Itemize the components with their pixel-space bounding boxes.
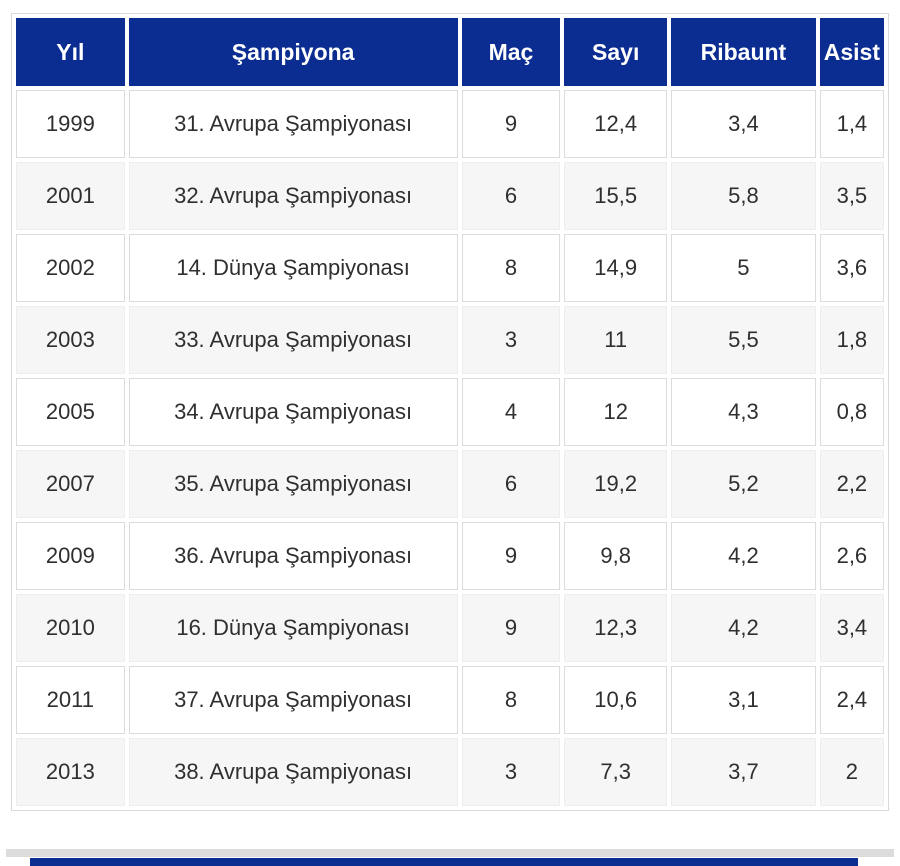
cell-ribaunt: 5,8 xyxy=(671,162,816,230)
cell-sayi: 14,9 xyxy=(564,234,668,302)
cell-mac: 8 xyxy=(461,234,561,302)
cell-sampiyona: 35. Avrupa Şampiyonası xyxy=(128,450,458,518)
cell-asist: 2,4 xyxy=(819,666,884,734)
cell-sayi: 11 xyxy=(564,306,668,374)
cell-sayi: 12,3 xyxy=(564,594,668,662)
cell-yil: 2001 xyxy=(16,162,125,230)
cell-ribaunt: 5,2 xyxy=(671,450,816,518)
cell-yil: 2003 xyxy=(16,306,125,374)
table-row: 2003 33. Avrupa Şampiyonası 3 11 5,5 1,8 xyxy=(16,306,884,374)
table-bottom-border xyxy=(6,849,894,857)
cell-yil: 1999 xyxy=(16,90,125,158)
cell-sayi: 9,8 xyxy=(564,522,668,590)
cell-sampiyona: 33. Avrupa Şampiyonası xyxy=(128,306,458,374)
cell-yil: 2009 xyxy=(16,522,125,590)
cell-yil: 2010 xyxy=(16,594,125,662)
column-header-mac: Maç xyxy=(461,18,561,86)
cell-ribaunt: 4,2 xyxy=(671,522,816,590)
table-row: 2009 36. Avrupa Şampiyonası 9 9,8 4,2 2,6 xyxy=(16,522,884,590)
table-row: 2013 38. Avrupa Şampiyonası 3 7,3 3,7 2 xyxy=(16,738,884,806)
cell-asist: 3,4 xyxy=(819,594,884,662)
cell-sampiyona: 32. Avrupa Şampiyonası xyxy=(128,162,458,230)
cell-asist: 1,4 xyxy=(819,90,884,158)
cell-asist: 2,6 xyxy=(819,522,884,590)
cell-sayi: 19,2 xyxy=(564,450,668,518)
header-row: Yıl Şampiyona Maç Sayı Ribaunt Asist xyxy=(16,18,884,86)
cell-sayi: 7,3 xyxy=(564,738,668,806)
table-row: 1999 31. Avrupa Şampiyonası 9 12,4 3,4 1,4 xyxy=(16,90,884,158)
table-row: 2001 32. Avrupa Şampiyonası 6 15,5 5,8 3,5 xyxy=(16,162,884,230)
table-row: 2007 35. Avrupa Şampiyonası 6 19,2 5,2 2,2 xyxy=(16,450,884,518)
cell-sayi: 12,4 xyxy=(564,90,668,158)
cell-mac: 9 xyxy=(461,594,561,662)
cell-yil: 2011 xyxy=(16,666,125,734)
cell-ribaunt: 3,7 xyxy=(671,738,816,806)
cell-mac: 8 xyxy=(461,666,561,734)
column-header-sayi: Sayı xyxy=(564,18,668,86)
table-body: 1999 31. Avrupa Şampiyonası 9 12,4 3,4 1,4 200… xyxy=(16,90,884,806)
cell-sayi: 12 xyxy=(564,378,668,446)
column-header-sampiyona: Şampiyona xyxy=(128,18,458,86)
cell-asist: 2,2 xyxy=(819,450,884,518)
cell-asist: 2 xyxy=(819,738,884,806)
cell-ribaunt: 3,4 xyxy=(671,90,816,158)
cell-mac: 9 xyxy=(461,522,561,590)
cell-mac: 6 xyxy=(461,162,561,230)
cell-yil: 2002 xyxy=(16,234,125,302)
table-row: 2002 14. Dünya Şampiyonası 8 14,9 5 3,6 xyxy=(16,234,884,302)
stats-table: Yıl Şampiyona Maç Sayı Ribaunt Asist 1999 31. … xyxy=(11,13,889,811)
cell-mac: 9 xyxy=(461,90,561,158)
cell-yil: 2013 xyxy=(16,738,125,806)
table-row: 2005 34. Avrupa Şampiyonası 4 12 4,3 0,8 xyxy=(16,378,884,446)
cell-asist: 0,8 xyxy=(819,378,884,446)
table-row: 2011 37. Avrupa Şampiyonası 8 10,6 3,1 2,4 xyxy=(16,666,884,734)
cell-sampiyona: 31. Avrupa Şampiyonası xyxy=(128,90,458,158)
cell-mac: 4 xyxy=(461,378,561,446)
cell-sampiyona: 36. Avrupa Şampiyonası xyxy=(128,522,458,590)
table-row: 2010 16. Dünya Şampiyonası 9 12,3 4,2 3,4 xyxy=(16,594,884,662)
cell-yil: 2007 xyxy=(16,450,125,518)
cell-sampiyona: 37. Avrupa Şampiyonası xyxy=(128,666,458,734)
column-header-asist: Asist xyxy=(819,18,884,86)
cell-asist: 3,5 xyxy=(819,162,884,230)
column-header-ribaunt: Ribaunt xyxy=(671,18,816,86)
column-header-yil: Yıl xyxy=(16,18,125,86)
cell-yil: 2005 xyxy=(16,378,125,446)
cell-ribaunt: 4,2 xyxy=(671,594,816,662)
cell-ribaunt: 4,3 xyxy=(671,378,816,446)
cell-ribaunt: 3,1 xyxy=(671,666,816,734)
table-header: Yıl Şampiyona Maç Sayı Ribaunt Asist xyxy=(16,18,884,86)
cell-sayi: 15,5 xyxy=(564,162,668,230)
cell-sampiyona: 34. Avrupa Şampiyonası xyxy=(128,378,458,446)
cell-mac: 3 xyxy=(461,738,561,806)
cell-asist: 1,8 xyxy=(819,306,884,374)
cell-ribaunt: 5 xyxy=(671,234,816,302)
cell-sampiyona: 38. Avrupa Şampiyonası xyxy=(128,738,458,806)
cell-mac: 3 xyxy=(461,306,561,374)
next-table-header-partial xyxy=(30,858,858,866)
cell-sampiyona: 16. Dünya Şampiyonası xyxy=(128,594,458,662)
cell-asist: 3,6 xyxy=(819,234,884,302)
cell-sayi: 10,6 xyxy=(564,666,668,734)
cell-ribaunt: 5,5 xyxy=(671,306,816,374)
cell-mac: 6 xyxy=(461,450,561,518)
cell-sampiyona: 14. Dünya Şampiyonası xyxy=(128,234,458,302)
